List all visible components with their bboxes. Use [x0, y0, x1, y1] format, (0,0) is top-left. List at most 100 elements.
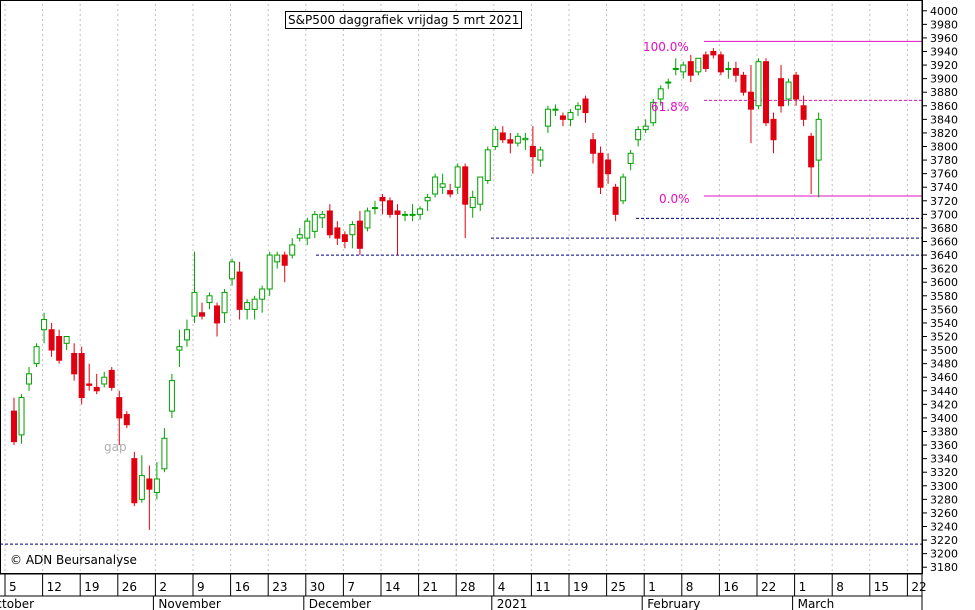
candle-body — [371, 207, 378, 210]
candle-body — [289, 244, 296, 256]
y-tick-label: 3180 — [930, 561, 958, 574]
candle-body — [522, 137, 529, 141]
x-tick-label: 14 — [385, 580, 400, 594]
candle-body — [33, 346, 40, 365]
y-tick-label: 3240 — [930, 521, 958, 534]
x-tick-label: 11 — [535, 580, 550, 594]
y-tick-label: 3820 — [930, 127, 958, 140]
candle-body — [387, 200, 393, 215]
candle-body — [454, 166, 461, 188]
x-tick-label: 22 — [761, 580, 776, 594]
y-tick-label: 3280 — [930, 493, 958, 506]
y-tick-label: 3660 — [930, 236, 958, 249]
y-tick-label: 3560 — [930, 303, 958, 316]
candle-body — [732, 67, 739, 76]
candle-body — [417, 208, 424, 215]
candle-body — [259, 288, 266, 300]
y-tick-label: 3200 — [930, 548, 958, 561]
y-tick-label: 3480 — [930, 358, 958, 371]
x-tick-label: 28 — [460, 580, 475, 594]
candle-body — [206, 295, 213, 304]
candle-body — [785, 81, 792, 100]
y-tick-label: 3980 — [930, 18, 958, 31]
candle-body — [251, 298, 258, 310]
candle-body — [582, 98, 589, 114]
candle-body — [778, 78, 785, 107]
month-label: December — [309, 597, 371, 610]
candle-body — [311, 213, 318, 232]
candle-body — [717, 54, 724, 73]
x-tick-label: 9 — [197, 580, 205, 594]
y-tick-label: 3780 — [930, 154, 958, 167]
x-tick-label: 16 — [723, 580, 738, 594]
candle-body — [537, 149, 544, 161]
candle-body — [48, 329, 55, 351]
candle-body — [605, 159, 612, 175]
candle-body — [597, 152, 604, 188]
month-label: February — [647, 597, 700, 610]
y-tick-label: 3880 — [930, 86, 958, 99]
y-tick-label: 3700 — [930, 208, 958, 221]
candle-body — [575, 105, 581, 110]
candle-body — [334, 227, 341, 239]
y-tick-label: 3540 — [930, 317, 958, 330]
candle-body — [123, 414, 130, 426]
x-tick-label: 26 — [122, 580, 137, 594]
candle-body — [514, 135, 521, 144]
x-tick-label: 4 — [498, 580, 506, 594]
x-tick-label: 7 — [347, 580, 355, 594]
x-tick-label: 23 — [272, 580, 287, 594]
candle-body — [274, 254, 281, 263]
x-tick-label: 16 — [235, 580, 250, 594]
candle-body — [680, 64, 687, 73]
y-tick-label: 3260 — [930, 507, 958, 520]
candle-body — [567, 112, 574, 120]
month-label: November — [158, 597, 220, 610]
candle-body — [672, 67, 679, 70]
candle-body — [341, 234, 348, 242]
candle-body — [740, 74, 747, 93]
y-tick-label: 3520 — [930, 331, 958, 344]
x-tick-label: 1 — [648, 580, 656, 594]
x-tick-label: 19 — [84, 580, 99, 594]
candle-body — [432, 176, 439, 195]
y-tick-label: 3400 — [930, 412, 958, 425]
candle-body — [544, 108, 551, 127]
y-tick-label: 3920 — [930, 59, 958, 72]
candle-body — [747, 91, 754, 110]
candle-body — [153, 478, 160, 494]
fib-label-100: 100.0% — [643, 40, 689, 54]
candle-body — [492, 129, 499, 148]
candle-body — [146, 478, 153, 490]
candle-body — [131, 458, 138, 504]
candle-body — [695, 57, 702, 73]
x-tick-label: 2 — [159, 580, 167, 594]
candle-body — [244, 302, 251, 310]
x-tick-label: 8 — [836, 580, 844, 594]
x-tick-label: 21 — [423, 580, 438, 594]
x-tick-label: 19 — [573, 580, 588, 594]
candle-body — [447, 190, 454, 195]
x-tick-label: 5 — [9, 580, 17, 594]
y-tick-label: 3340 — [930, 453, 958, 466]
candle-body — [657, 88, 664, 100]
candle-body — [755, 61, 762, 107]
candle-body — [650, 101, 657, 124]
candle-body — [793, 74, 800, 100]
y-tick-label: 3360 — [930, 439, 958, 452]
x-tick-label: 1 — [799, 580, 807, 594]
y-tick-label: 3760 — [930, 168, 958, 181]
candle-body — [815, 118, 822, 161]
candle-body — [221, 291, 228, 314]
candle-body — [477, 176, 484, 205]
candle-body — [191, 291, 198, 317]
candle-body — [26, 373, 33, 385]
y-tick-label: 3800 — [930, 141, 958, 154]
candle-body — [507, 139, 514, 144]
y-tick-label: 3640 — [930, 249, 958, 262]
y-tick-label: 3220 — [930, 534, 958, 547]
candle-body — [702, 54, 709, 69]
candle-body — [18, 397, 25, 436]
